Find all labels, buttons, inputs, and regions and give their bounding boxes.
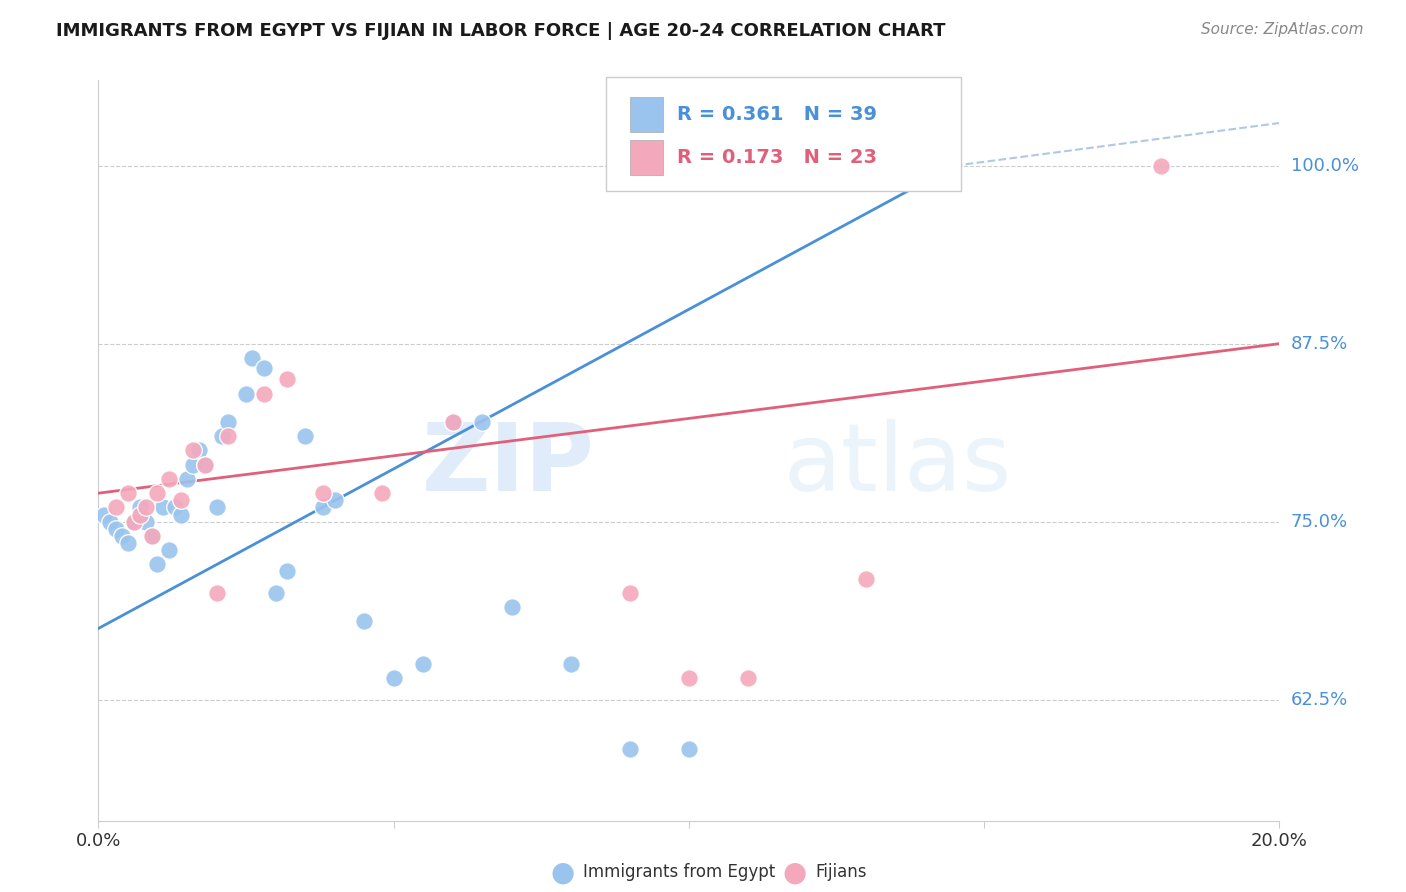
Point [294,429,316,443]
Point [276,372,298,386]
Point [264,586,287,600]
Point [170,508,193,522]
Point [194,458,217,472]
Point [117,536,139,550]
Text: ●: ● [550,858,575,887]
Text: R = 0.173   N = 23: R = 0.173 N = 23 [678,148,877,167]
Text: 75.0%: 75.0% [1291,513,1348,531]
Point [176,472,198,486]
Point [122,515,145,529]
Text: IMMIGRANTS FROM EGYPT VS FIJIAN IN LABOR FORCE | AGE 20-24 CORRELATION CHART: IMMIGRANTS FROM EGYPT VS FIJIAN IN LABOR… [56,22,946,40]
Point [105,522,128,536]
Point [165,500,187,515]
Point [146,486,169,500]
Point [157,472,180,486]
Point [501,600,523,615]
Point [312,486,335,500]
Point [471,415,494,429]
Point [1150,159,1173,173]
Text: Source: ZipAtlas.com: Source: ZipAtlas.com [1201,22,1364,37]
Point [187,443,209,458]
Point [146,558,169,572]
Point [678,671,700,685]
Point [135,515,157,529]
Point [441,415,464,429]
Point [128,500,150,515]
Point [253,360,276,375]
Text: atlas: atlas [783,419,1012,511]
Point [170,493,193,508]
Point [619,586,641,600]
Point [914,159,936,173]
Text: R = 0.361   N = 39: R = 0.361 N = 39 [678,105,877,124]
FancyBboxPatch shape [630,96,664,132]
Point [441,415,464,429]
FancyBboxPatch shape [630,139,664,175]
Point [240,351,263,365]
Point [93,508,115,522]
Point [128,508,150,522]
Point [122,515,145,529]
Text: 62.5%: 62.5% [1291,690,1348,708]
Point [412,657,434,671]
Point [619,742,641,756]
Text: Fijians: Fijians [815,863,868,881]
Point [205,586,228,600]
Point [371,486,394,500]
Point [205,500,228,515]
Point [253,386,276,401]
FancyBboxPatch shape [606,77,960,192]
Text: ●: ● [782,858,807,887]
Point [276,565,298,579]
Point [181,443,204,458]
Text: 87.5%: 87.5% [1291,334,1348,352]
Point [353,615,375,629]
Point [560,657,582,671]
Point [737,671,759,685]
Text: ZIP: ZIP [422,419,595,511]
Point [157,543,180,558]
Point [181,458,204,472]
Point [117,486,139,500]
Text: Immigrants from Egypt: Immigrants from Egypt [583,863,776,881]
Point [98,515,121,529]
Point [312,500,335,515]
Point [141,529,163,543]
Point [855,572,877,586]
Point [211,429,233,443]
Point [141,529,163,543]
Point [678,742,700,756]
Point [323,493,346,508]
Point [135,500,157,515]
Point [217,415,239,429]
Point [217,429,239,443]
Point [152,500,174,515]
Point [382,671,405,685]
Point [194,458,217,472]
Point [111,529,134,543]
Point [235,386,257,401]
Point [105,500,128,515]
Text: 100.0%: 100.0% [1291,157,1358,175]
